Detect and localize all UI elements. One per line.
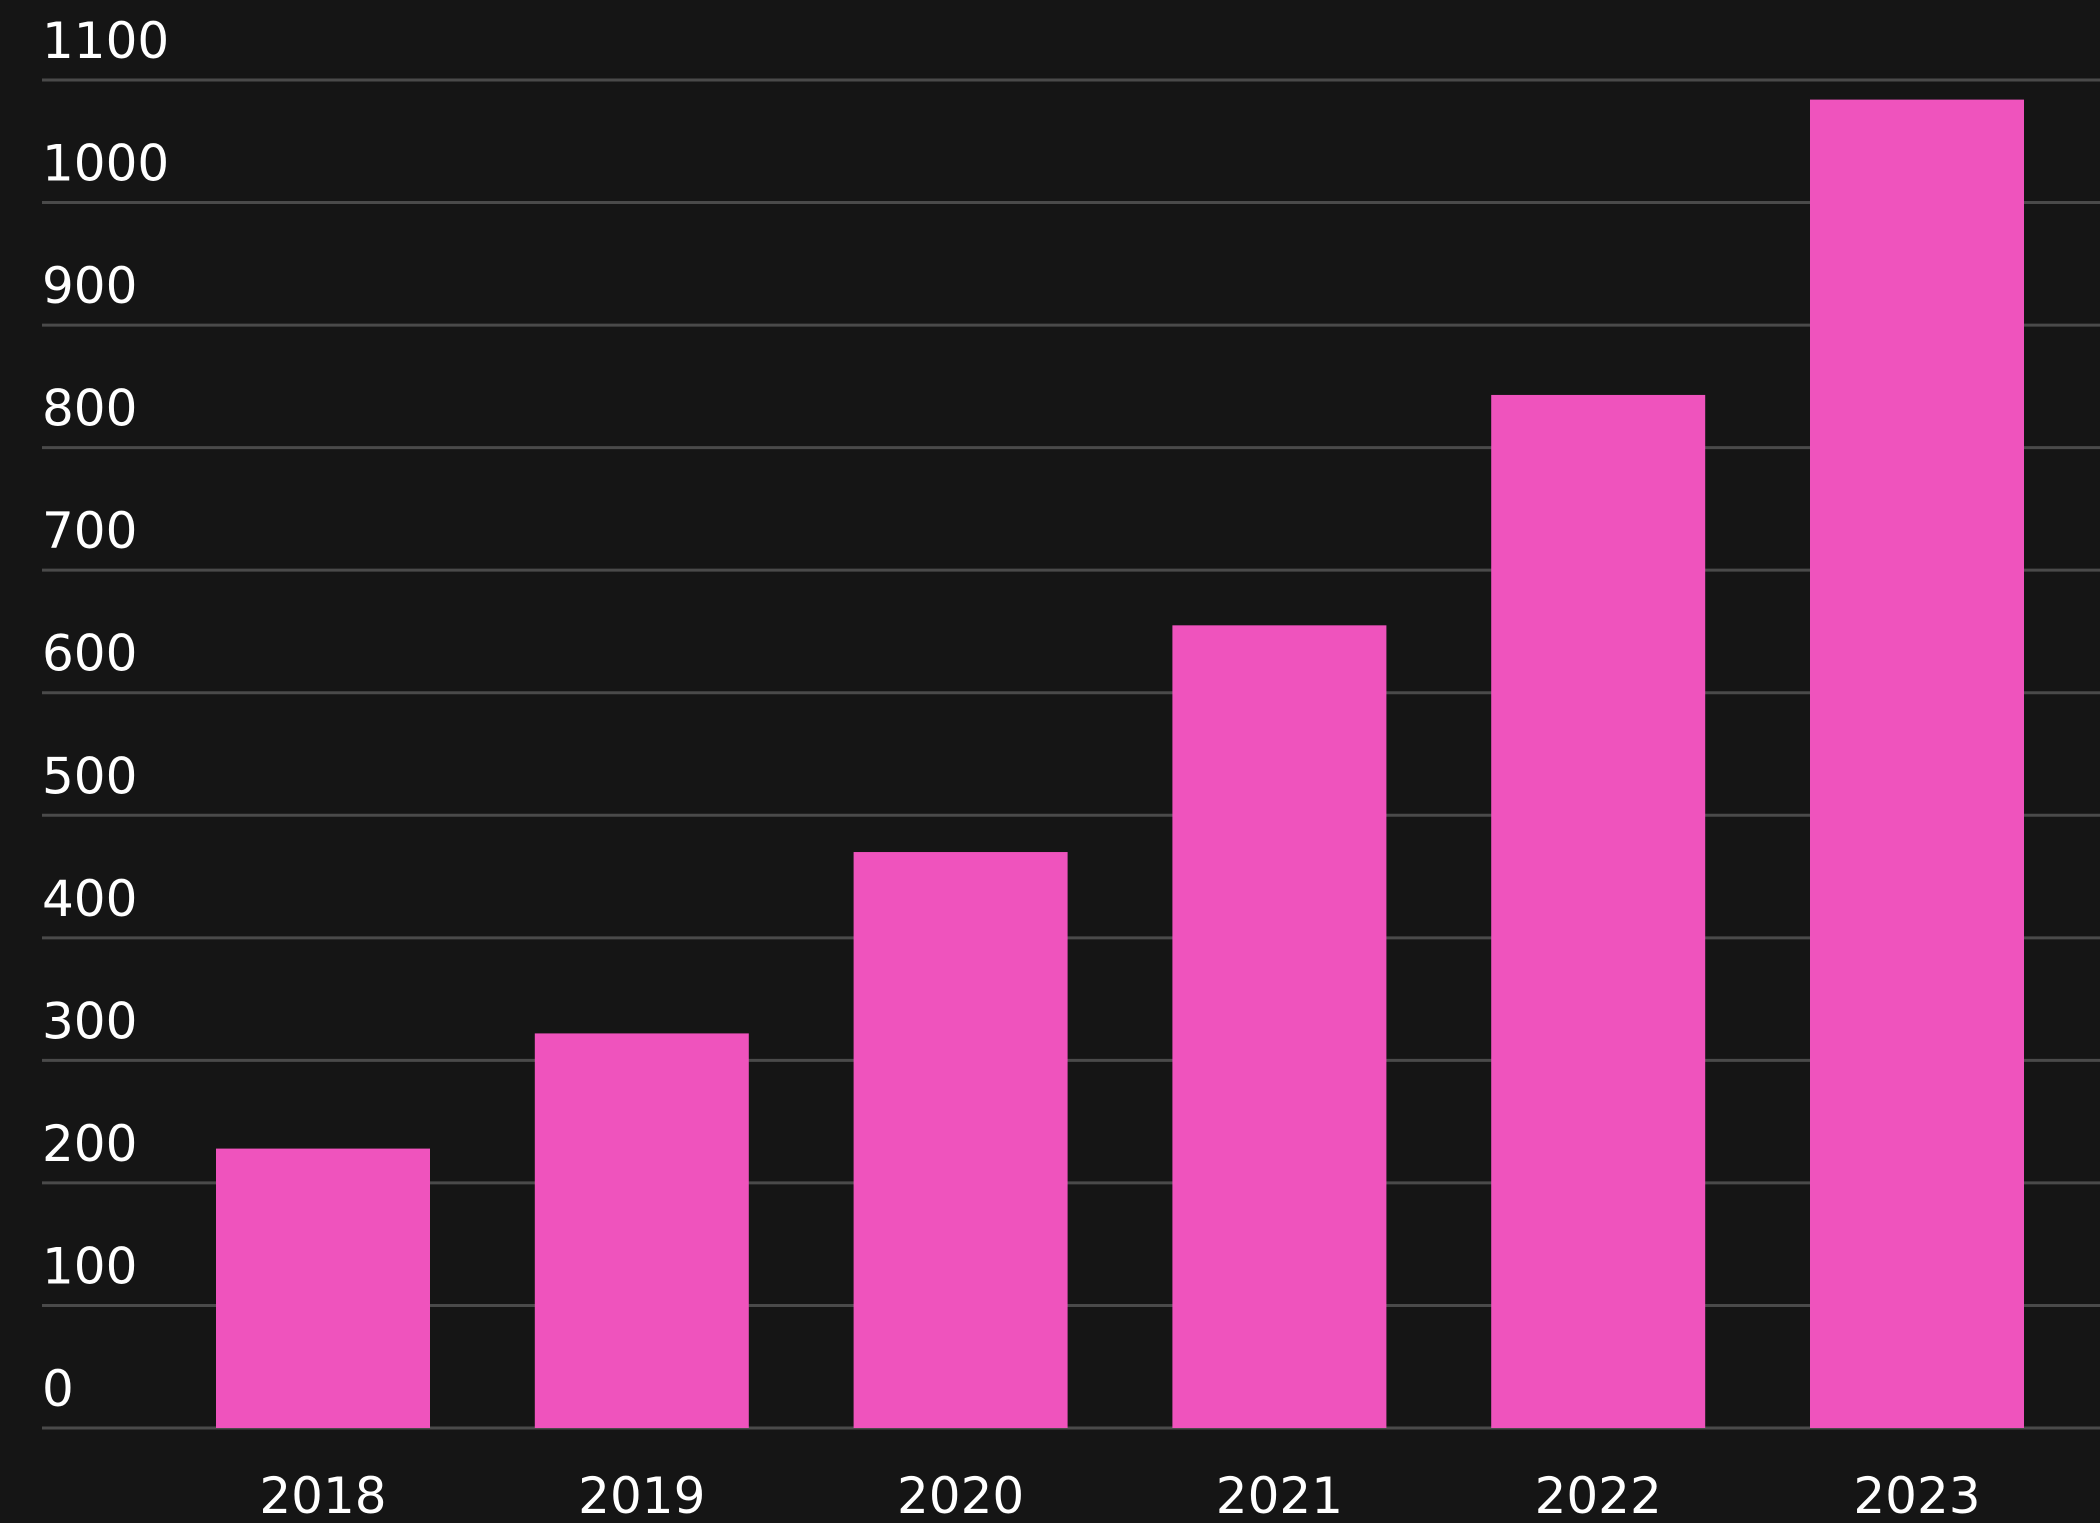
x-tick-label-2023: 2023 bbox=[1853, 1467, 1980, 1523]
y-tick-label-300: 300 bbox=[42, 992, 137, 1050]
x-tick-label-2019: 2019 bbox=[578, 1467, 705, 1523]
y-tick-label-500: 500 bbox=[42, 747, 137, 805]
y-tick-label-1000: 1000 bbox=[42, 135, 169, 193]
y-tick-label-700: 700 bbox=[42, 502, 137, 560]
bar-2021 bbox=[1172, 625, 1387, 1428]
bar-2018 bbox=[216, 1148, 430, 1428]
y-tick-label-200: 200 bbox=[42, 1115, 137, 1173]
bar-2020 bbox=[853, 852, 1068, 1428]
bar-2023 bbox=[1810, 99, 2024, 1428]
bar-2022 bbox=[1491, 394, 1706, 1429]
bar-2019 bbox=[534, 1033, 749, 1428]
y-tick-label-900: 900 bbox=[42, 257, 137, 315]
bars bbox=[216, 99, 2024, 1429]
y-tick-label-0: 0 bbox=[42, 1360, 74, 1418]
x-tick-label-2022: 2022 bbox=[1535, 1467, 1662, 1523]
y-tick-label-100: 100 bbox=[42, 1237, 137, 1295]
x-tick-label-2020: 2020 bbox=[897, 1467, 1024, 1523]
x-axis-tick-labels: 2018 2019 2020 2021 2022 2023 bbox=[259, 1467, 1980, 1523]
y-tick-label-600: 600 bbox=[42, 625, 137, 683]
x-tick-label-2018: 2018 bbox=[259, 1467, 386, 1523]
y-tick-label-800: 800 bbox=[42, 380, 137, 438]
y-tick-label-1100: 1100 bbox=[42, 12, 169, 70]
y-tick-label-400: 400 bbox=[42, 870, 137, 928]
y-axis-tick-labels: 0 100 200 300 400 500 600 700 800 900 1000 1100 bbox=[42, 12, 169, 1418]
x-tick-label-2021: 2021 bbox=[1216, 1467, 1343, 1523]
